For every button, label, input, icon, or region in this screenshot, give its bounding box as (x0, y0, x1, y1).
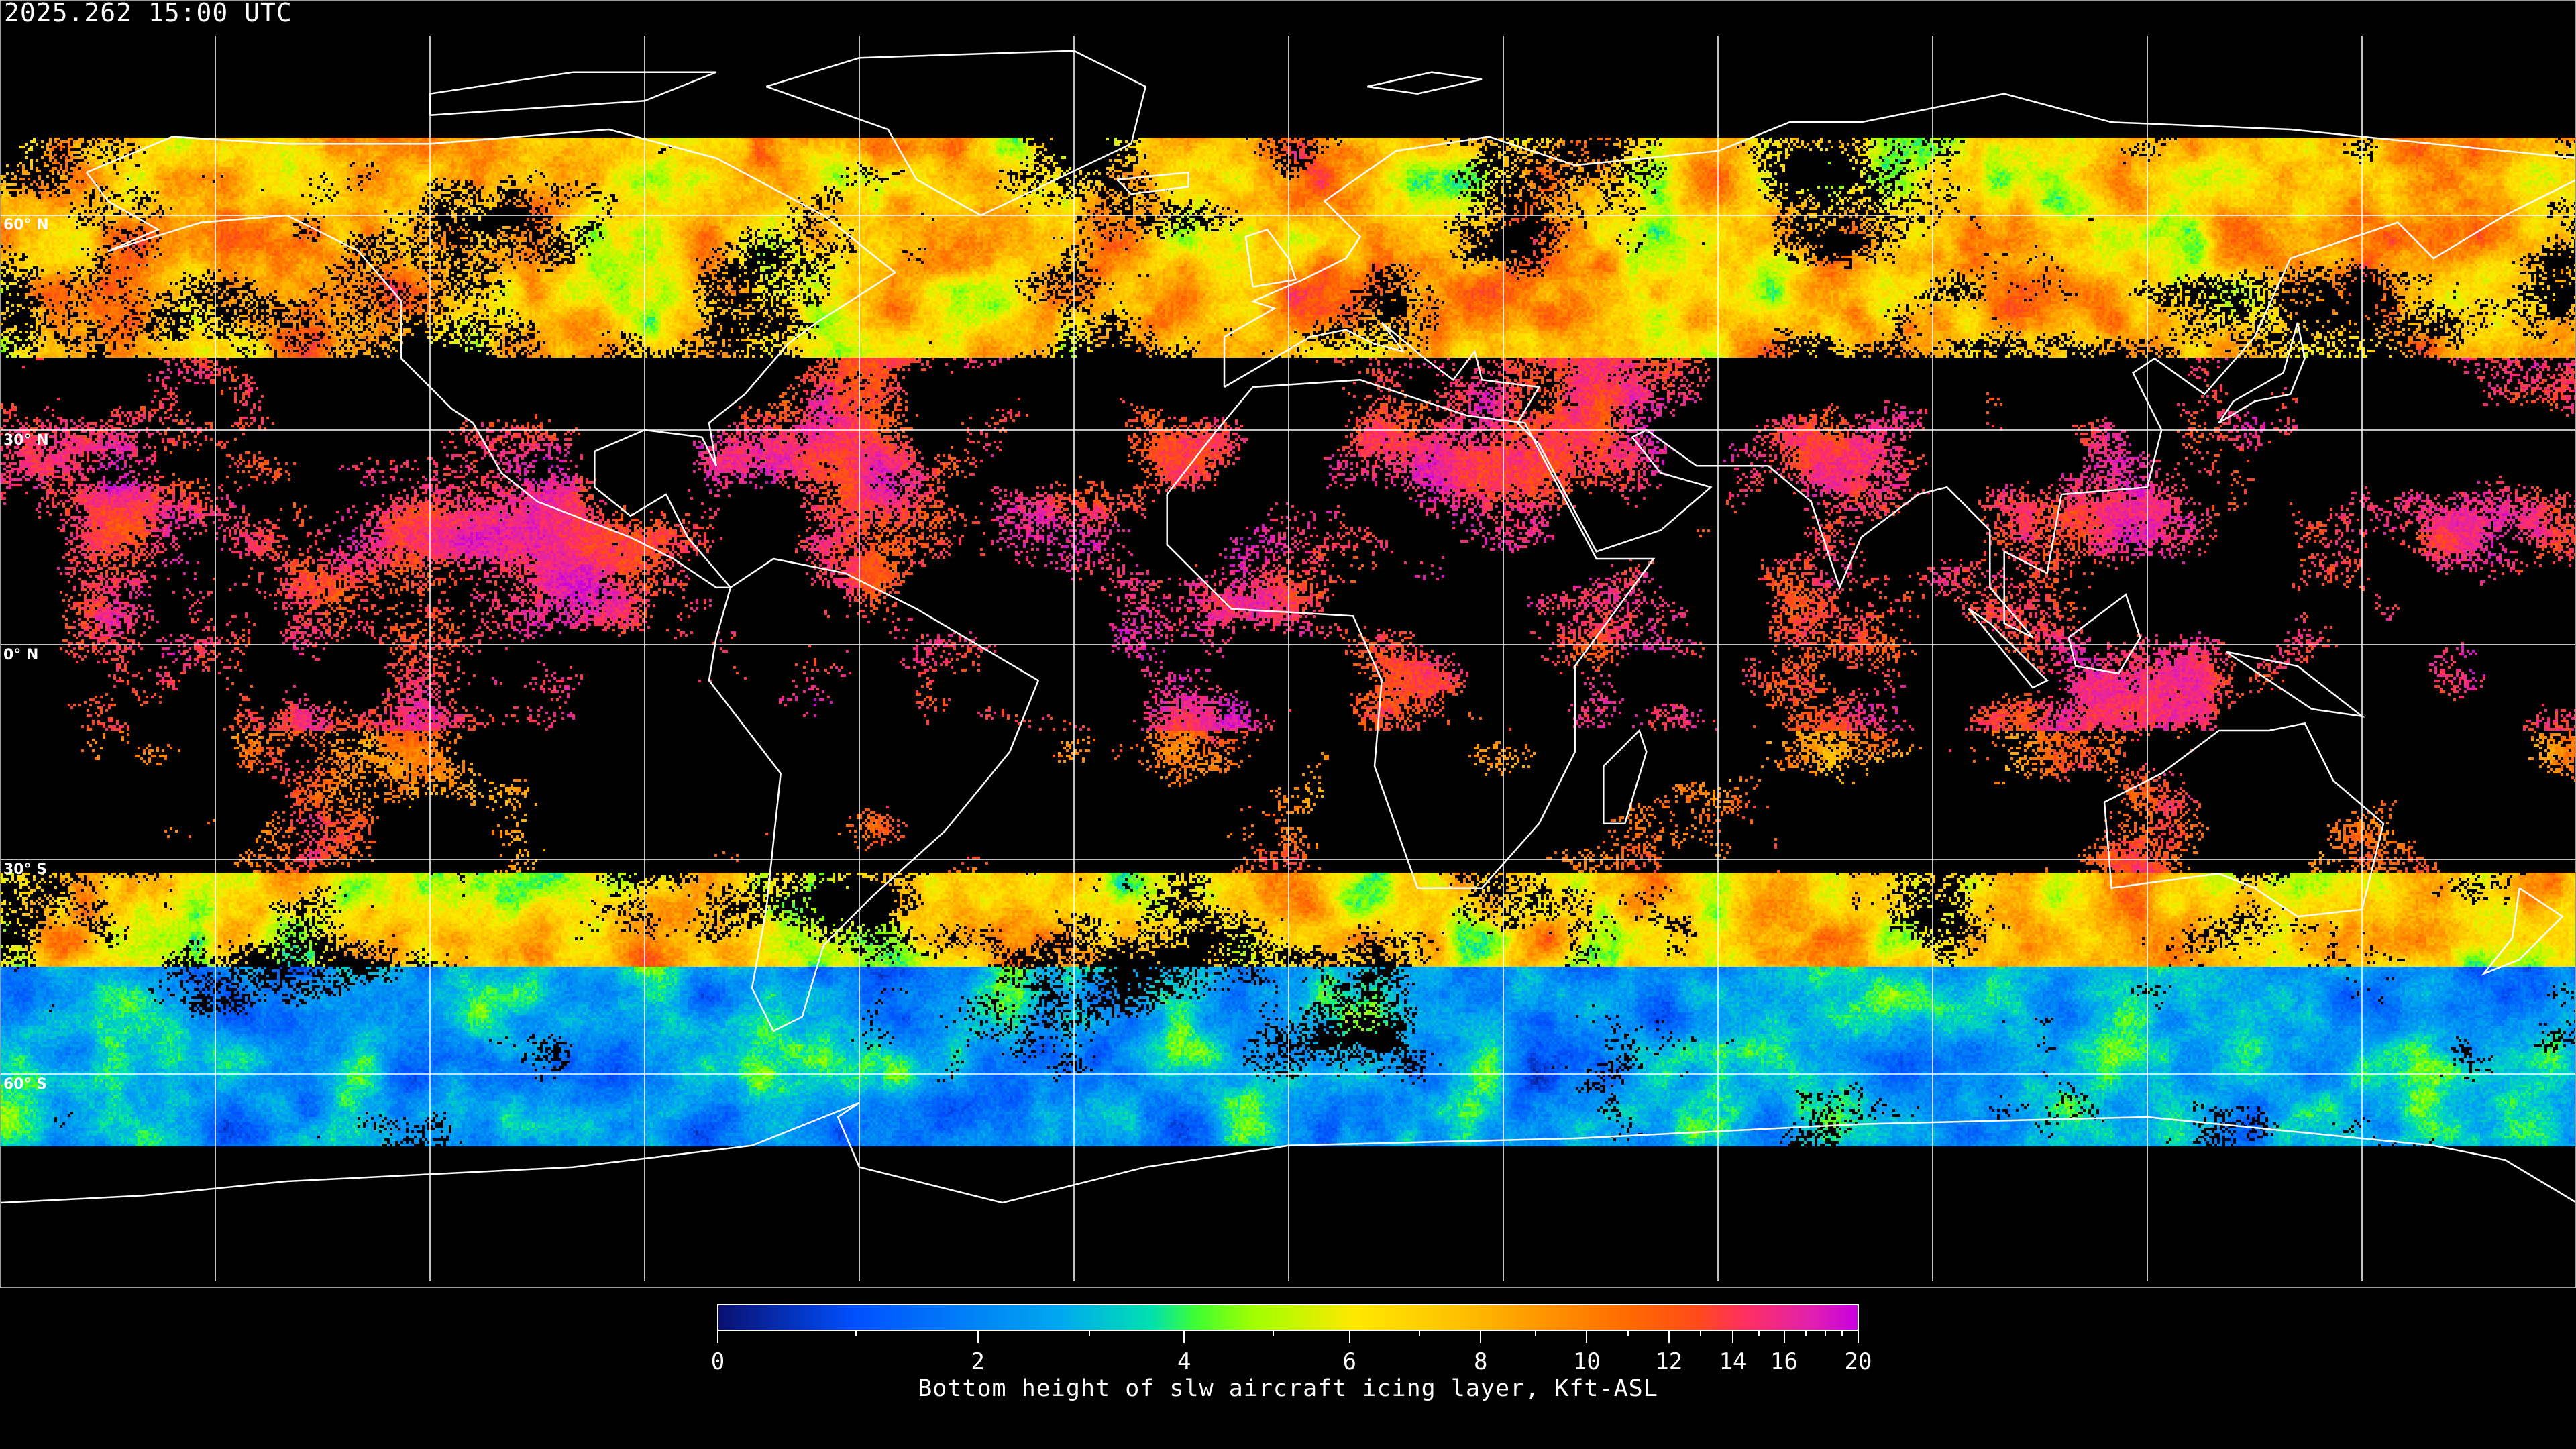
colorbar-minor-tick (1627, 1331, 1629, 1336)
colorbar-tick-label: 14 (1719, 1348, 1747, 1375)
coastline-south-america (708, 557, 1040, 1032)
lat-label-equator: 0° N (3, 647, 39, 663)
coastline-africa (1166, 379, 1656, 889)
coastline-eurasia (1223, 93, 2575, 639)
colorbar-tick-label: 6 (1342, 1348, 1357, 1375)
colorbar-tick-label: 16 (1770, 1348, 1798, 1375)
coastline-north-america (85, 128, 897, 588)
colorbar-major-tick (1480, 1331, 1482, 1343)
coastline-madagascar (1603, 729, 1648, 824)
lat-label-60n: 60° N (3, 217, 49, 233)
colorbar-tick-label: 20 (1844, 1348, 1872, 1375)
colorbar-major-tick (1586, 1331, 1588, 1343)
colorbar-major-tick (1783, 1331, 1785, 1343)
colorbar-minor-tick (1824, 1331, 1826, 1336)
colorbar-major-tick (977, 1331, 979, 1343)
coastline-new-zealand (2481, 887, 2564, 976)
coastline-new-guinea (2225, 651, 2365, 718)
lat-label-60s: 60° S (3, 1076, 48, 1093)
colorbar-minor-tick (1841, 1331, 1843, 1336)
colorbar-tick-label: 4 (1177, 1348, 1191, 1375)
map-overlay (1, 36, 2575, 1281)
coastline-svalbard (1367, 71, 1483, 95)
colorbar-minor-tick (1089, 1331, 1091, 1336)
colorbar-major-tick (1858, 1331, 1859, 1343)
colorbar-tick-label: 8 (1474, 1348, 1488, 1375)
coastline-iceland (1116, 171, 1189, 195)
coastline-sumatra (1968, 608, 2049, 689)
timestamp: 2025.262 15:00 UTC (4, 1, 297, 28)
colorbar-major-tick (1348, 1331, 1350, 1343)
colorbar-minor-tick (1272, 1331, 1274, 1336)
colorbar-ticks: 0 2 4 6 8 10 12 14 16 20 (711, 1331, 1872, 1385)
colorbar-minor-tick (1758, 1331, 1760, 1336)
coastline-australia (2103, 722, 2385, 918)
colorbar-major-tick (1183, 1331, 1185, 1343)
colorbar-tick-label: 0 (710, 1348, 725, 1375)
colorbar-minor-tick (1534, 1331, 1536, 1336)
graticule (1, 36, 2575, 1281)
colorbar-title: Bottom height of slw aircraft icing laye… (918, 1375, 1658, 1402)
colorbar-major-tick (717, 1331, 718, 1343)
colorbar-minor-tick (1805, 1331, 1807, 1336)
coastline-greenland (765, 50, 1147, 217)
colorbar-minor-tick (855, 1331, 857, 1336)
colorbar-tick-label: 10 (1572, 1348, 1601, 1375)
coastline-japan (2218, 322, 2306, 424)
colorbar-minor-tick (1418, 1331, 1420, 1336)
lat-label-30n: 30° N (3, 432, 49, 449)
colorbar-tick-label: 2 (971, 1348, 985, 1375)
colorbar-tick-label: 12 (1655, 1348, 1683, 1375)
colorbar (717, 1304, 1859, 1331)
colorbar-major-tick (1668, 1331, 1670, 1343)
coastline-antarctica (1, 1102, 2575, 1204)
map-panel: 2025.262 15:00 UTC 60° N 30° N 0° N 30° … (0, 0, 2576, 1288)
coastline-borneo (2068, 593, 2141, 675)
lat-label-30s: 30° S (3, 861, 48, 878)
coastline-arctic-islands (429, 71, 717, 116)
colorbar-minor-tick (1700, 1331, 1702, 1336)
colorbar-major-tick (1732, 1331, 1733, 1343)
